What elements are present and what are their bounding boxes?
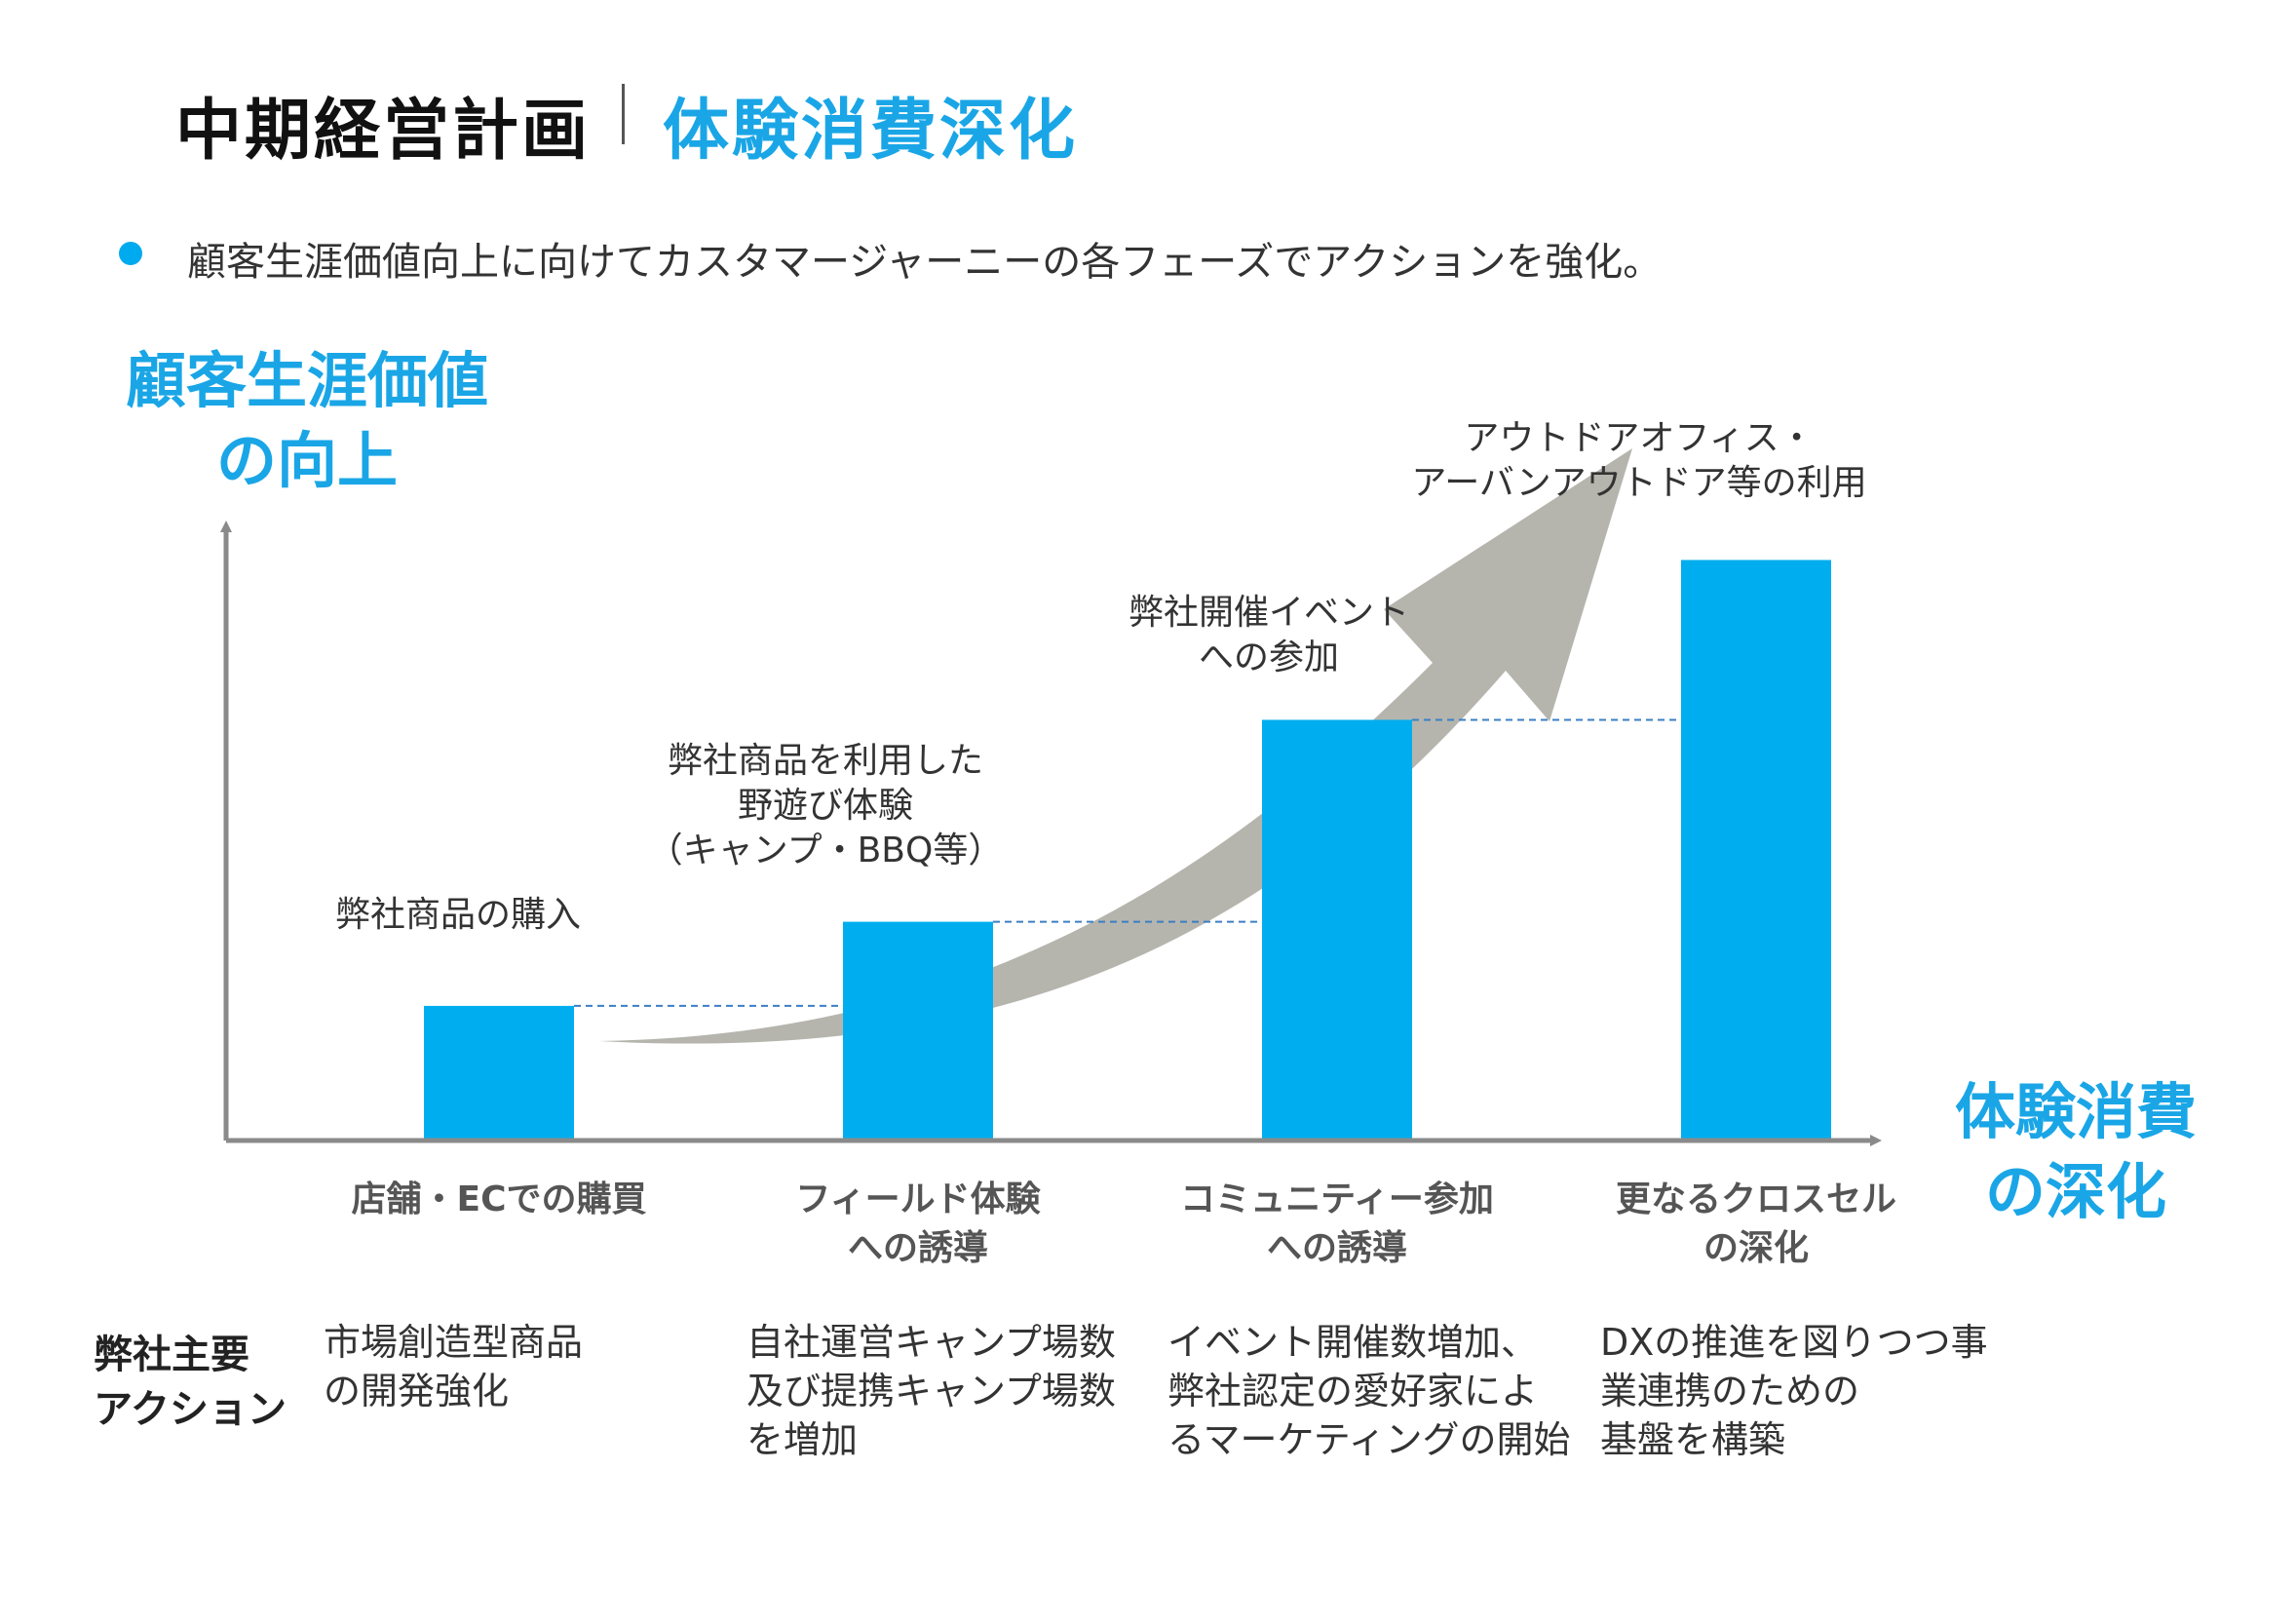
bar-3 [1262,719,1412,1141]
chart-axes [220,521,1882,1146]
action-item: 市場創造型商品 の開発強化 [324,1321,584,1412]
action-item: イベント開催数増加、 弊社認定の愛好家によ るマーケティングの開始 [1167,1321,1571,1461]
summary-text: 顧客生涯価値向上に向けてカスタマージャーニーの各フェーズでアクションを強化。 [187,240,1663,285]
page-subtitle: 体験消費深化 [663,93,1079,170]
x-tick-label: コミュニティー参加 への誘導 [1180,1179,1494,1268]
action-item: 自社運営キャンプ場数 及び提携キャンプ場数 を増加 [746,1321,1116,1461]
x-tick-label: 更なるクロスセル の深化 [1615,1179,1896,1268]
x-tick-label: 店舗・ECでの購買 [351,1179,647,1219]
bar-2 [843,921,993,1141]
bar-4 [1681,560,1831,1141]
x-axis-title: 体験消費 の深化 [1954,1076,2197,1227]
trend-arrow-shape [599,448,1632,1044]
bar-annotation: 弊社商品の購入 [334,894,581,935]
bar-series [424,560,1831,1141]
y-axis-title: 顧客生涯価値 の向上 [125,345,488,496]
title-divider [622,84,625,144]
bar-connectors [574,718,1681,1007]
bar-annotation: 弊社商品を利用した 野遊び体験 （キャンプ・BBQ等） [647,740,1004,870]
action-item: DXの推進を図りつつ事 業連携のための 基盤を構築 [1600,1321,1988,1461]
bullet-icon [119,242,142,265]
page-title: 中期経営計画 [175,93,592,170]
x-tick-label: フィールド体験 への誘導 [795,1179,1041,1268]
bar-1 [424,1005,574,1141]
actions-heading: 弊社主要 アクション [94,1333,287,1432]
bar-annotation: 弊社開催イベント への参加 [1128,593,1409,678]
bar-annotation: アウトドアオフィス・ アーバンアウトドア等の利用 [1411,418,1867,504]
trend-arrow [599,448,1632,1044]
